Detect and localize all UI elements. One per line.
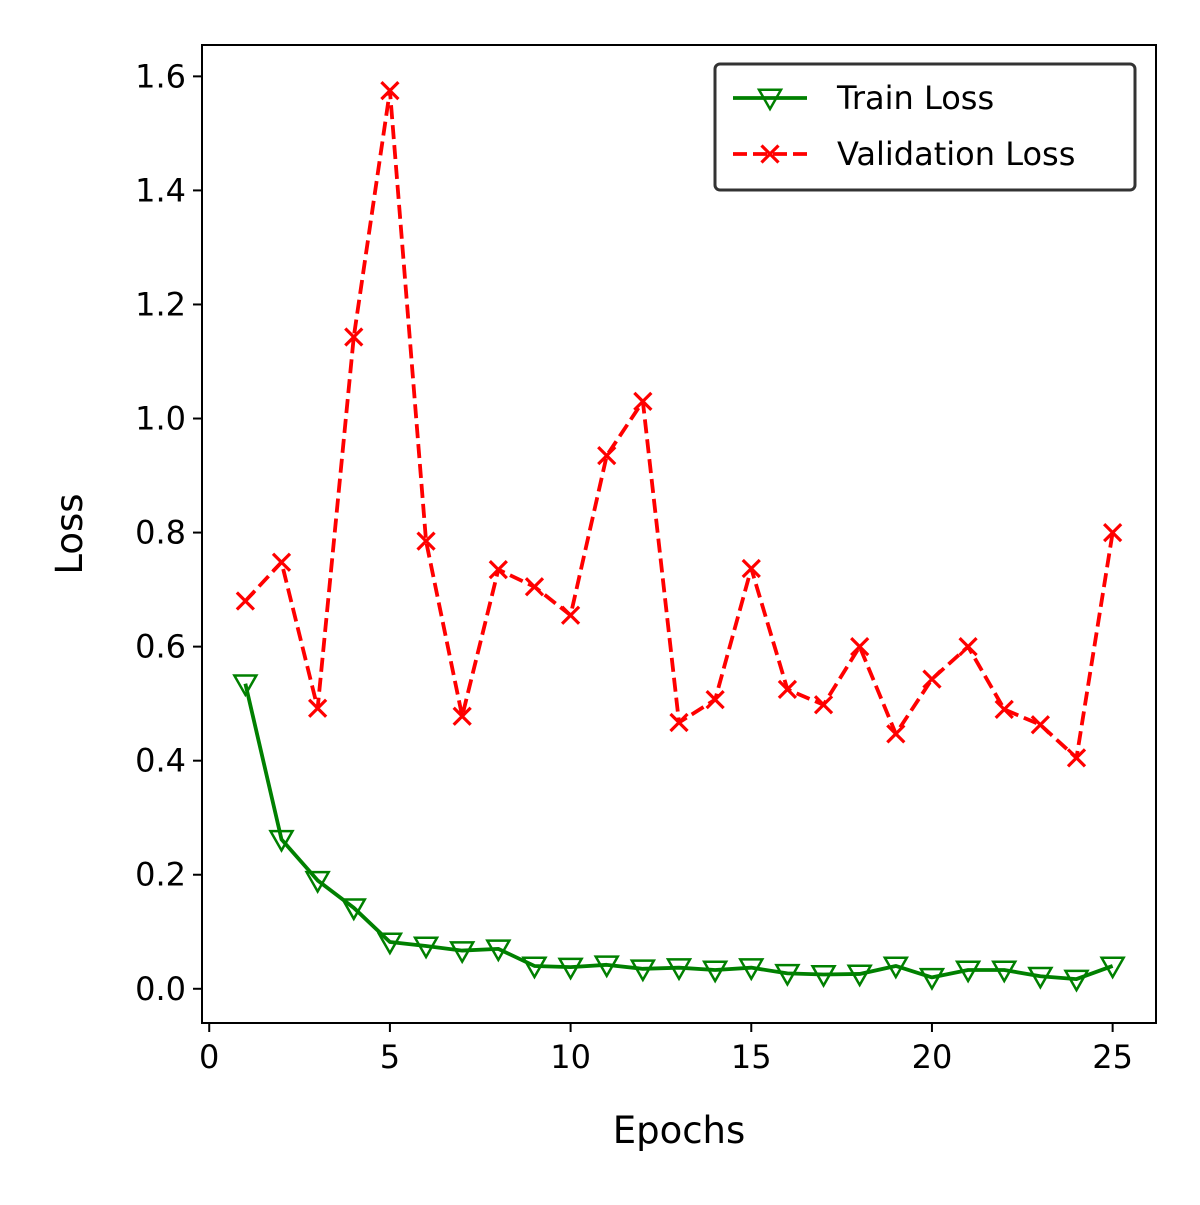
data-point [560, 605, 581, 625]
x-tick-label: 10 [550, 1038, 591, 1076]
series-validation-loss [235, 80, 1123, 768]
plot-frame [201, 44, 1157, 1024]
data-point [756, 88, 784, 112]
data-point [705, 690, 725, 710]
data-point [991, 960, 1018, 984]
data-point [850, 636, 870, 657]
x-tick-label: 15 [731, 1038, 772, 1076]
data-point [1027, 966, 1054, 990]
data-point [340, 898, 367, 922]
data-point [810, 965, 837, 989]
data-point [665, 958, 693, 982]
data-point [521, 956, 548, 980]
data-point [846, 964, 873, 988]
data-point [918, 967, 946, 991]
data-point [488, 560, 508, 580]
data-point [1099, 956, 1126, 980]
data-point [741, 558, 761, 579]
legend-label: Train Loss [836, 79, 994, 117]
y-tick-label: 1.4 [135, 171, 186, 209]
data-point [597, 445, 617, 466]
series-line [243, 683, 1114, 981]
data-point [449, 941, 476, 965]
y-tick-label: 0.6 [135, 628, 186, 666]
y-tick-label: 0.8 [135, 514, 186, 552]
data-point [452, 706, 472, 726]
data-point [958, 636, 978, 657]
data-point [994, 699, 1014, 719]
data-point [633, 391, 653, 412]
y-tick-label: 1.0 [135, 400, 186, 438]
legend-label: Validation Loss [837, 135, 1075, 173]
data-point [593, 955, 620, 979]
data-point [954, 960, 982, 984]
data-point [485, 939, 512, 963]
data-point [380, 80, 400, 101]
data-point [557, 957, 584, 981]
data-point [416, 531, 436, 551]
series-layer [232, 80, 1126, 993]
legend-box [713, 62, 1137, 192]
x-tick-label: 25 [1092, 1038, 1133, 1076]
data-point [760, 144, 780, 164]
data-point [1063, 969, 1090, 993]
data-point [629, 959, 657, 983]
data-point [922, 669, 942, 689]
data-point [777, 679, 798, 700]
data-point [882, 956, 909, 980]
data-point [886, 724, 906, 744]
x-tick-label: 5 [380, 1038, 400, 1076]
axes-layer: 0 5 10 15 20 25 0.0 0.2 0.4 0.6 0.8 1.0 1.2 1.4 1.6 [135, 44, 1157, 1076]
data-point [1103, 522, 1123, 543]
data-point [774, 963, 801, 987]
y-tick-label: 0.4 [135, 742, 186, 780]
x-tick-label: 20 [912, 1038, 953, 1076]
series-train-loss [232, 674, 1126, 993]
y-tick-label: 0.2 [135, 856, 186, 894]
legend-item: Validation Loss [733, 135, 1075, 173]
data-point [1066, 748, 1087, 768]
data-point [308, 698, 328, 718]
data-point [271, 552, 292, 572]
y-tick-label: 0.0 [135, 970, 186, 1008]
data-point [304, 870, 331, 894]
y-tick-label: 1.6 [135, 57, 186, 95]
data-point [232, 674, 259, 698]
data-point [376, 932, 404, 956]
legend-item: Train Loss [733, 79, 994, 117]
legend: Train Loss Validation Loss [713, 62, 1137, 192]
data-point [738, 958, 765, 982]
data-point [1030, 715, 1050, 735]
data-point [701, 960, 729, 984]
data-point [669, 712, 689, 733]
y-axis-label: Loss [48, 493, 91, 574]
x-tick-label: 0 [199, 1038, 219, 1076]
y-tick-label: 1.2 [135, 285, 186, 323]
data-point [524, 577, 545, 597]
data-point [268, 829, 295, 853]
data-point [344, 327, 364, 347]
data-point [813, 695, 834, 715]
x-axis-label: Epochs [613, 1109, 746, 1152]
data-point [412, 936, 440, 960]
data-point [235, 591, 255, 611]
